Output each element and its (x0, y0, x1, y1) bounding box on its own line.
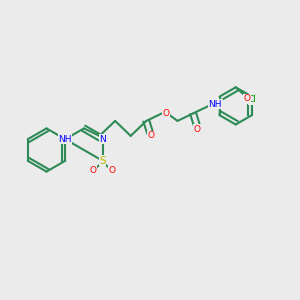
Text: Cl: Cl (248, 95, 257, 104)
Text: NH: NH (58, 135, 72, 144)
Text: O: O (193, 125, 200, 134)
Text: N: N (99, 135, 106, 144)
Text: O: O (148, 131, 155, 140)
Text: S: S (99, 156, 106, 166)
Text: O: O (163, 109, 170, 118)
Text: O: O (89, 166, 97, 175)
Text: O: O (109, 166, 116, 175)
Text: NH: NH (208, 100, 222, 109)
Text: O: O (244, 94, 250, 103)
